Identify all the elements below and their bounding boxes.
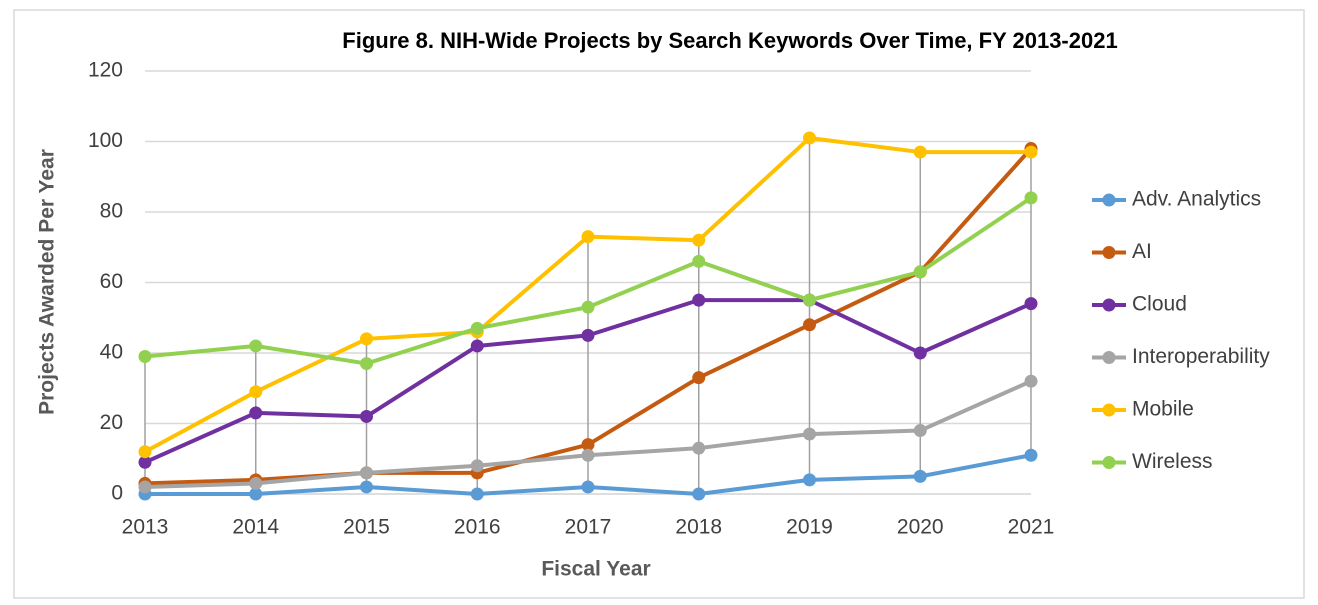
data-point — [581, 480, 595, 494]
data-point — [360, 480, 373, 494]
data-point — [249, 339, 263, 353]
x-tick-label: 2014 — [232, 516, 279, 539]
legend-marker — [1102, 351, 1116, 364]
data-point — [360, 466, 373, 480]
data-point — [249, 385, 263, 399]
data-point — [692, 441, 706, 455]
y-tick-label: 100 — [88, 129, 123, 152]
data-point — [1024, 374, 1038, 388]
data-point — [360, 332, 373, 346]
data-point — [692, 254, 706, 268]
data-point — [692, 371, 706, 385]
data-point — [360, 357, 373, 371]
legend-marker — [1102, 298, 1116, 312]
x-tick-label: 2016 — [454, 516, 501, 539]
data-point — [581, 328, 595, 342]
y-tick-label: 0 — [111, 482, 123, 505]
legend-label: Adv. Analytics — [1132, 188, 1261, 211]
y-tick-label: 120 — [88, 59, 123, 82]
data-point — [249, 476, 263, 490]
data-point — [470, 339, 484, 353]
data-point — [470, 487, 484, 501]
data-point — [803, 473, 816, 487]
data-point — [803, 318, 816, 332]
data-point — [470, 321, 484, 335]
y-tick-label: 40 — [100, 341, 123, 364]
x-tick-label: 2015 — [343, 516, 390, 539]
data-point — [692, 233, 706, 247]
data-point — [581, 230, 595, 244]
data-point — [913, 346, 927, 360]
data-point — [360, 409, 373, 423]
data-point — [249, 487, 263, 501]
chart-frame — [13, 9, 1305, 599]
chart-title: Figure 8. NIH-Wide Projects by Search Ke… — [342, 28, 1117, 53]
x-axis-label: Fiscal Year — [541, 558, 650, 581]
legend-marker — [1102, 246, 1116, 259]
legend-marker — [1102, 403, 1116, 417]
x-tick-label: 2017 — [565, 516, 612, 539]
y-tick-label: 60 — [100, 270, 123, 293]
data-point — [913, 424, 927, 438]
x-tick-label: 2019 — [786, 516, 833, 539]
data-point — [803, 427, 816, 441]
data-point — [913, 469, 927, 483]
data-point — [138, 455, 152, 469]
data-point — [803, 131, 816, 145]
data-point — [138, 480, 152, 494]
data-point — [138, 445, 152, 459]
legend-marker — [1102, 456, 1116, 469]
x-tick-label: 2018 — [675, 516, 722, 539]
x-tick-label: 2020 — [897, 516, 944, 539]
data-point — [803, 293, 816, 307]
data-point — [138, 350, 152, 364]
legend-label: Wireless — [1132, 450, 1213, 473]
data-point — [1024, 448, 1038, 462]
legend-label: AI — [1132, 240, 1152, 263]
legend-label: Interoperability — [1132, 345, 1270, 368]
data-point — [692, 293, 706, 307]
data-point — [1024, 297, 1038, 311]
data-point — [581, 448, 595, 462]
x-tick-label: 2021 — [1008, 516, 1055, 539]
y-tick-label: 20 — [100, 411, 123, 434]
data-point — [1024, 145, 1038, 159]
data-point — [581, 438, 595, 452]
x-tick-label: 2013 — [122, 516, 169, 539]
legend-label: Cloud — [1132, 293, 1187, 316]
y-tick-label: 80 — [100, 200, 123, 223]
data-point — [913, 145, 927, 159]
y-axis-label: Projects Awarded Per Year — [36, 149, 59, 415]
legend-marker — [1102, 193, 1116, 207]
data-point — [470, 459, 484, 473]
data-point — [1024, 191, 1038, 205]
data-point — [692, 487, 706, 501]
data-point — [581, 300, 595, 314]
data-point — [913, 265, 927, 279]
legend-label: Mobile — [1132, 398, 1194, 421]
data-point — [249, 406, 263, 420]
